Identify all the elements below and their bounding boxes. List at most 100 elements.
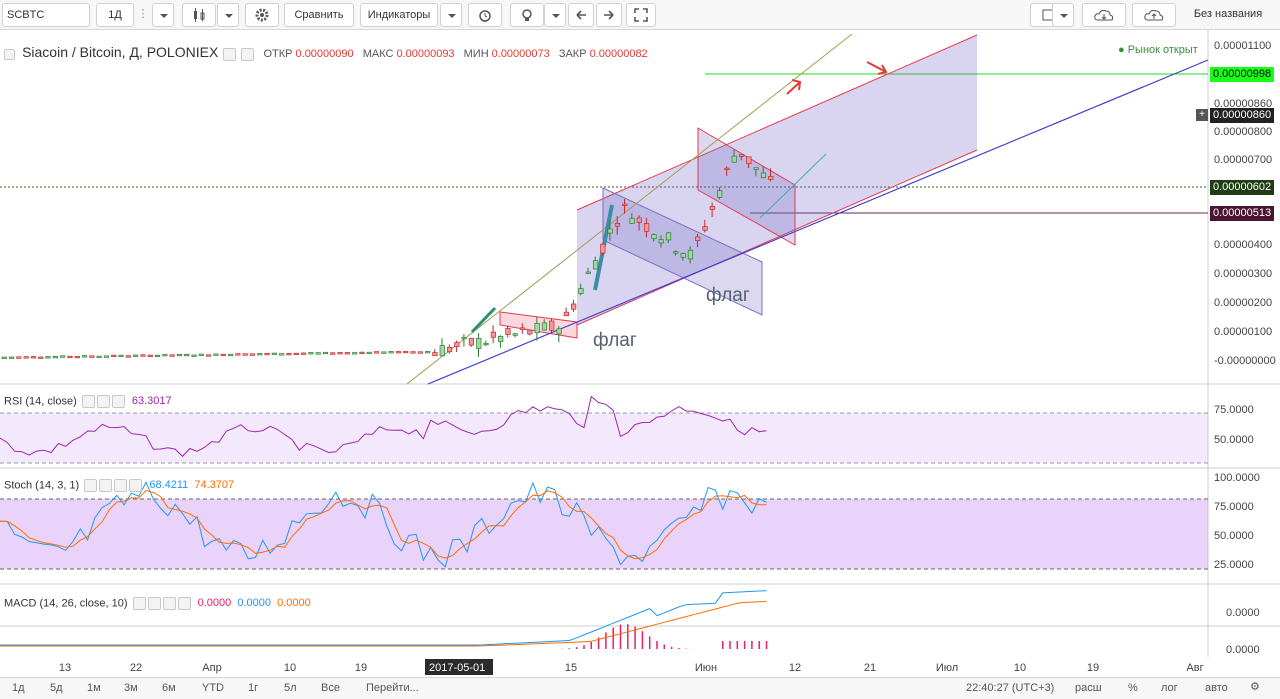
range-6m[interactable]: 6м	[162, 682, 176, 694]
candle-body	[38, 356, 44, 359]
stoch-k-value: 68.4211	[149, 479, 189, 492]
macd-tick-label: 0.0000	[1226, 644, 1260, 656]
ideas-dropdown[interactable]	[544, 3, 566, 27]
candle-body	[658, 239, 664, 244]
legend-settings-icon[interactable]	[223, 47, 237, 61]
market-status-text: Рынок открыт	[1127, 44, 1198, 56]
settings-gear-icon[interactable]: ⚙	[1250, 681, 1260, 693]
candle-body	[680, 253, 686, 258]
indicators-dropdown[interactable]	[440, 3, 462, 27]
chart-type-dropdown[interactable]	[217, 3, 239, 27]
candle-body	[23, 356, 29, 359]
rsi-value: 63.3017	[131, 395, 172, 408]
rsi-eye-icon[interactable]	[96, 395, 110, 408]
chart-type-button[interactable]	[182, 3, 216, 27]
chart-area[interactable]: 0.000011000.000009800.000008600.00000800…	[0, 30, 1280, 677]
stoch-close-icon[interactable]	[129, 479, 143, 492]
alert-button[interactable]	[468, 3, 502, 27]
auto-scale-toggle[interactable]: авто	[1205, 682, 1228, 694]
rsi-legend: RSI (14, close) 63.3017	[4, 395, 172, 408]
flagpole-2	[470, 306, 497, 334]
candle-body	[330, 352, 336, 355]
candle-body	[103, 355, 110, 358]
macd-settings-icon[interactable]	[132, 597, 146, 610]
time-tick-label: 10	[284, 662, 296, 674]
legend-close-icon[interactable]	[241, 47, 255, 61]
load-layout-button[interactable]	[1082, 3, 1126, 27]
redo-icon	[604, 10, 614, 20]
candle-body	[490, 331, 496, 338]
save-layout-button[interactable]	[1132, 3, 1176, 27]
theme-dropdown[interactable]	[1052, 3, 1074, 27]
macd-close-icon[interactable]	[177, 597, 191, 610]
range-1y[interactable]: 1г	[248, 682, 259, 694]
percent-scale-toggle[interactable]: %	[1128, 682, 1138, 694]
candle-body	[286, 353, 292, 356]
stoch-tick-label: 50.0000	[1214, 530, 1254, 542]
undo-button[interactable]	[568, 3, 594, 27]
range-5y[interactable]: 5л	[284, 682, 297, 694]
time-tick-label: 10	[1014, 662, 1026, 674]
compare-button[interactable]: Сравнить	[284, 3, 354, 27]
goto-date-button[interactable]: Перейти...	[366, 682, 419, 694]
high-label: МАКС	[362, 48, 394, 60]
ideas-button[interactable]	[510, 3, 544, 27]
redo-button[interactable]	[596, 3, 622, 27]
rsi-label: RSI (14, close)	[4, 395, 77, 408]
price-tick-label: 0.00000700	[1214, 154, 1272, 166]
candle-body	[644, 223, 650, 232]
rsi-close-icon[interactable]	[111, 395, 125, 408]
macd-tick-label: 0.0000	[1226, 607, 1260, 619]
log-scale-toggle[interactable]: лог	[1161, 682, 1178, 694]
time-tick-label: 19	[355, 662, 367, 674]
candle-body	[549, 320, 555, 331]
candle-body	[271, 352, 277, 355]
candle-body	[111, 354, 117, 357]
candle-body	[315, 352, 321, 355]
range-3m[interactable]: 3м	[124, 682, 138, 694]
rsi-settings-icon[interactable]	[81, 395, 95, 408]
interval-button[interactable]: 1Д	[96, 3, 134, 27]
flag-box-1	[602, 187, 763, 316]
open-label: ОТКР	[263, 48, 293, 60]
stoch-band-fill	[0, 499, 1208, 569]
extended-hours-toggle[interactable]: расш	[1075, 682, 1102, 694]
interval-dropdown[interactable]	[152, 3, 174, 27]
macd-line-value: 0.0000	[237, 597, 271, 610]
macd-plus-icon[interactable]	[162, 597, 176, 610]
range-1d[interactable]: 1д	[12, 682, 25, 694]
candle-body	[468, 338, 475, 346]
stoch-settings-icon[interactable]	[84, 479, 98, 492]
settings-button[interactable]	[245, 3, 279, 27]
layout-name[interactable]: Без названия	[1193, 8, 1263, 20]
candle-body	[461, 337, 467, 340]
candle-body	[410, 351, 416, 354]
collapse-icon[interactable]	[4, 48, 15, 60]
more-dots-icon[interactable]: ⋮	[137, 8, 149, 20]
candle-body	[746, 156, 752, 165]
range-ytd[interactable]: YTD	[202, 682, 224, 694]
symbol-search[interactable]: SCBTC	[2, 3, 90, 27]
stoch-plus-icon[interactable]	[114, 479, 128, 492]
time-tick-label: 15	[565, 662, 577, 674]
fullscreen-button[interactable]	[626, 3, 656, 27]
chart-canvas[interactable]: 0.000011000.000009800.000008600.00000800…	[0, 30, 1280, 677]
candle-body	[30, 356, 37, 359]
range-5d[interactable]: 5д	[50, 682, 63, 694]
add-level-plus-icon[interactable]: +	[1196, 109, 1208, 121]
range-all[interactable]: Все	[321, 682, 340, 694]
candle-body	[125, 355, 131, 358]
macd-eye-icon[interactable]	[147, 597, 161, 610]
time-tick-label: Июл	[936, 662, 958, 674]
candle-body	[425, 351, 431, 354]
candle-body	[709, 205, 715, 210]
range-1m[interactable]: 1м	[87, 682, 101, 694]
candle-body	[600, 243, 606, 254]
macd-line	[0, 590, 767, 646]
stoch-eye-icon[interactable]	[99, 479, 113, 492]
candle-body	[563, 311, 569, 317]
indicators-button[interactable]: Индикаторы	[360, 3, 438, 27]
candle-body	[213, 353, 219, 356]
time-tick-label: 13	[59, 662, 71, 674]
candle-body	[81, 355, 88, 358]
